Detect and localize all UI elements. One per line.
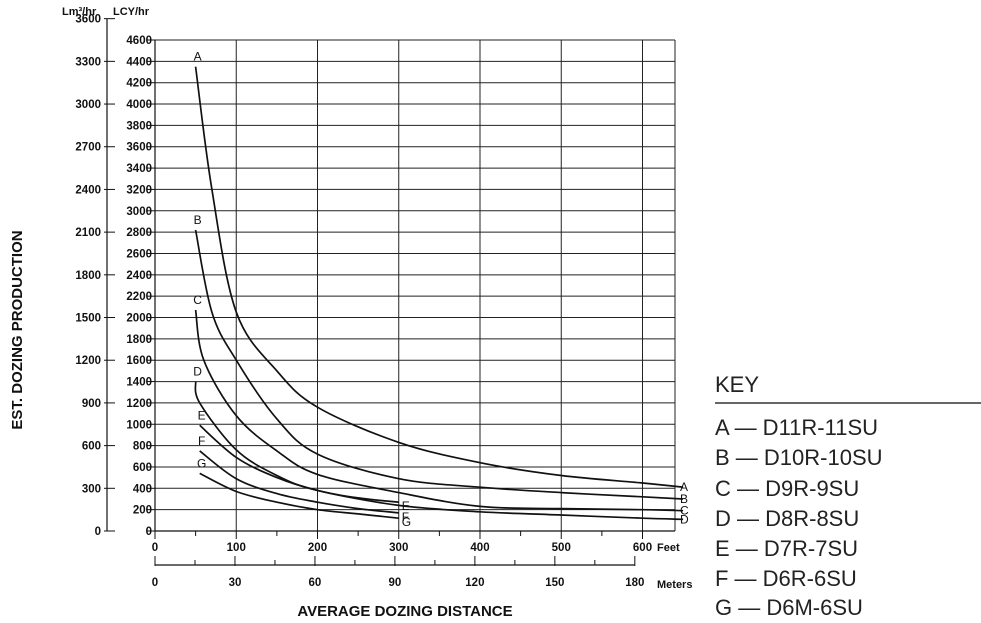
x-tick-label-feet: 300 [389, 542, 408, 554]
chart-grid [155, 39, 676, 531]
key-legend: KEY A — D11R-11SU B — D10R-10SU C — D9R-… [715, 372, 981, 620]
key-item-c: C — D9R-9SU [715, 476, 859, 501]
y-tick-label-lcy: 2800 [126, 227, 152, 239]
y-tick-label-lcy: 400 [133, 483, 152, 495]
y-tick-label-m3: 2700 [75, 142, 101, 154]
y-tick-label-lcy: 4600 [126, 35, 152, 47]
key-item-e: E — D7R-7SU [715, 536, 858, 561]
y-tick-label-m3: 900 [82, 398, 101, 410]
x-tick-label-feet: 100 [227, 542, 246, 554]
curve-d [194, 381, 684, 521]
y-tick-label-lcy: 2000 [126, 313, 152, 325]
curve-a [194, 66, 684, 489]
y-tick-label-lcy: 4000 [126, 99, 152, 111]
x-tick-label-meters: 30 [229, 577, 242, 589]
chart-labels: 0200400600800100012001400160018002000220… [75, 14, 689, 589]
y-tick-label-m3: 3600 [75, 14, 101, 26]
curve-end-label-g: G [402, 515, 411, 529]
curve-f [199, 450, 399, 514]
y-tick-label-m3: 0 [95, 526, 101, 538]
y-tick-label-lcy: 1400 [126, 377, 152, 389]
y-tick-label-m3: 1800 [75, 270, 101, 282]
y-tick-label-lcy: 2200 [126, 291, 152, 303]
key-item-d: D — D8R-8SU [715, 506, 859, 531]
y-tick-label-lcy: 3400 [126, 163, 152, 175]
curve-b [194, 229, 684, 500]
y-tick-label-lcy: 3000 [126, 206, 152, 218]
y-unit-imperial-label: LCY/hr [113, 6, 150, 18]
curve-end-label-d: D [680, 512, 689, 526]
x-tick-label-feet: 0 [152, 542, 158, 554]
curve-start-label-b: B [194, 213, 202, 227]
curve-end-label-f: F [402, 510, 409, 524]
y-tick-label-lcy: 3600 [126, 142, 152, 154]
x-tick-label-feet: 500 [552, 542, 571, 554]
y-tick-label-lcy: 2600 [126, 248, 152, 260]
curve-start-label-g: G [197, 456, 206, 470]
curve-end-label-e: E [402, 499, 410, 513]
x-unit-meters-label: Meters [657, 579, 692, 591]
y-tick-label-lcy: 1800 [126, 334, 152, 346]
y-tick-label-lcy: 2400 [126, 270, 152, 282]
curve-end-label-b: B [680, 492, 688, 506]
chart-axes [104, 18, 675, 566]
curve-start-label-d: D [193, 365, 202, 379]
y-tick-label-lcy: 4400 [126, 56, 152, 68]
x-tick-label-feet: 400 [470, 542, 489, 554]
chart-curves [194, 66, 684, 521]
x-unit-feet-label: Feet [657, 542, 680, 554]
y-tick-label-lcy: 200 [133, 505, 152, 517]
y-tick-label-m3: 1200 [75, 355, 101, 367]
key-item-a: A — D11R-11SU [715, 415, 878, 440]
x-tick-label-meters: 120 [465, 577, 484, 589]
curve-end-label-c: C [680, 504, 689, 518]
x-tick-label-meters: 150 [545, 577, 564, 589]
y-tick-label-lcy: 600 [133, 462, 152, 474]
y-tick-label-lcy: 1200 [126, 398, 152, 410]
y-unit-metric-label: Lm³/hr [62, 6, 97, 18]
x-axis-title: AVERAGE DOZING DISTANCE [297, 603, 512, 620]
y-tick-label-m3: 2100 [75, 227, 101, 239]
curve-c [194, 309, 684, 512]
curve-end-label-a: A [680, 480, 688, 494]
curve-start-label-e: E [198, 408, 206, 422]
curve-e [199, 424, 399, 504]
key-item-f: F — D6R-6SU [715, 566, 857, 591]
y-tick-label-lcy: 0 [146, 526, 152, 538]
x-tick-label-feet: 600 [633, 542, 652, 554]
y-tick-label-m3: 1500 [75, 313, 101, 325]
curve-start-label-c: C [193, 293, 202, 307]
curve-g [199, 472, 399, 520]
x-tick-label-meters: 90 [389, 577, 402, 589]
y-tick-label-m3: 2400 [75, 184, 101, 196]
x-tick-label-meters: 0 [152, 577, 158, 589]
x-tick-label-feet: 200 [308, 542, 327, 554]
y-tick-label-m3: 3000 [75, 99, 101, 111]
y-tick-label-lcy: 1000 [126, 419, 152, 431]
x-tick-label-meters: 180 [625, 577, 644, 589]
key-item-b: B — D10R-10SU [715, 445, 883, 470]
key-item-g: G — D6M-6SU [715, 595, 863, 620]
y-tick-label-lcy: 1600 [126, 355, 152, 367]
y-tick-label-m3: 300 [82, 483, 101, 495]
y-tick-label-m3: 600 [82, 441, 101, 453]
y-tick-label-lcy: 3800 [126, 120, 152, 132]
x-tick-label-meters: 60 [309, 577, 322, 589]
y-tick-label-lcy: 4200 [126, 78, 152, 90]
y-tick-label-lcy: 800 [133, 441, 152, 453]
y-tick-label-lcy: 3200 [126, 184, 152, 196]
key-title: KEY [715, 372, 759, 397]
curve-start-label-a: A [194, 50, 202, 64]
y-axis-title: EST. DOZING PRODUCTION [9, 230, 26, 429]
curve-start-label-f: F [198, 434, 205, 448]
y-tick-label-m3: 3300 [75, 56, 101, 68]
